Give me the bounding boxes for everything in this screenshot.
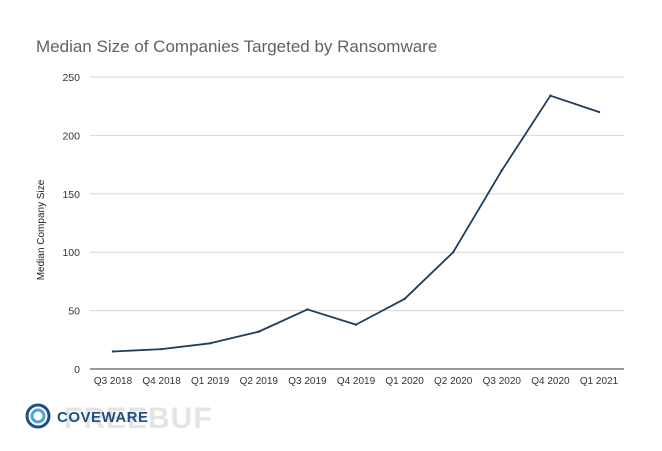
coveware-logo-icon: [25, 403, 51, 429]
y-tick-label: 0: [74, 364, 80, 376]
y-tick-label: 50: [68, 306, 80, 318]
logo-text: COVEWARE: [57, 409, 149, 426]
data-point: [209, 342, 212, 345]
series-group: [111, 94, 601, 353]
y-tick-label: 150: [62, 189, 80, 201]
x-tick-label: Q1 2020: [385, 376, 424, 387]
data-point: [403, 297, 406, 301]
x-tick-labels: Q3 2018 Q4 2018 Q1 2019 Q2 2019 Q3 2019 Q4 20…: [94, 376, 619, 387]
data-point: [257, 330, 260, 333]
y-axis-label: Median Company Size: [36, 179, 47, 280]
x-tick-label: Q4 2020: [531, 376, 570, 387]
x-tick-label: Q2 2019: [240, 376, 279, 387]
series-line: [112, 94, 600, 353]
data-point: [500, 169, 503, 172]
data-point: [452, 251, 455, 254]
watermark: FREEBUF: [64, 402, 213, 435]
y-tick-label: 100: [62, 247, 80, 259]
x-tick-label: Q3 2019: [288, 376, 327, 387]
y-tick-labels: 0 50 100 150 200 250: [62, 72, 80, 376]
x-tick-label: Q4 2018: [142, 376, 181, 387]
x-tick-label: Q3 2020: [483, 376, 522, 387]
data-point: [111, 350, 115, 353]
chart-title: Median Size of Companies Targeted by Ran…: [36, 37, 437, 56]
x-tick-label: Q1 2019: [191, 376, 230, 387]
data-point: [160, 347, 163, 351]
x-tick-label: Q2 2020: [434, 376, 473, 387]
x-tick-label: Q1 2021: [580, 376, 619, 387]
data-point: [597, 110, 601, 114]
x-tick-label: Q4 2019: [337, 376, 376, 387]
data-point: [354, 323, 358, 326]
x-tick-label: Q3 2018: [94, 376, 133, 387]
data-point: [306, 308, 309, 311]
y-tick-label: 250: [62, 72, 80, 84]
grid-lines: [90, 76, 624, 370]
watermark-text: FREEBUF: [64, 402, 213, 435]
data-point: [549, 94, 552, 97]
y-tick-label: 200: [62, 130, 80, 142]
coveware-logo: COVEWARE: [25, 403, 149, 429]
